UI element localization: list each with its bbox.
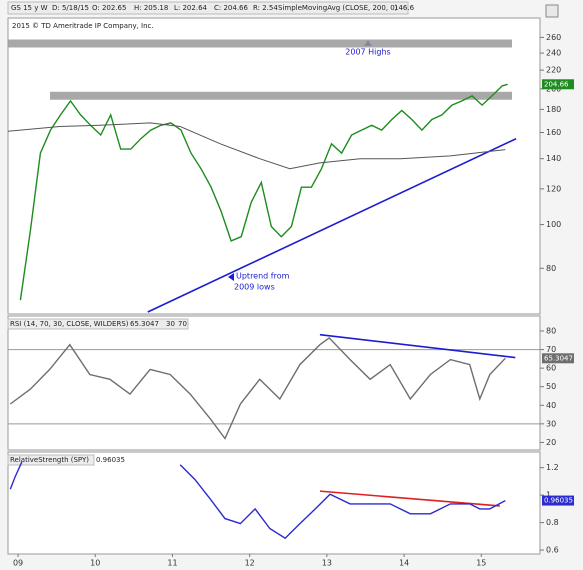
trend-line bbox=[147, 137, 517, 313]
y-tick-label: 80 bbox=[546, 327, 556, 336]
y-tick-label: 0.6 bbox=[546, 546, 559, 555]
sma-label: SimpleMovingAvg (CLOSE, 200, 0) bbox=[278, 4, 398, 12]
rsi-panel bbox=[7, 315, 541, 451]
high: H: 205.18 bbox=[134, 4, 168, 12]
symbol: GS 15 y W bbox=[11, 4, 48, 12]
rsi-value: 65.3047 bbox=[130, 320, 159, 328]
current-value-box bbox=[542, 79, 574, 90]
y-tick-label: 1 bbox=[546, 491, 551, 500]
annotation: 2009 lows bbox=[234, 283, 275, 292]
x-tick-label: 11 bbox=[167, 559, 177, 568]
current-value-label: 65.3047 bbox=[544, 354, 573, 362]
low: L: 202.64 bbox=[174, 4, 208, 12]
open: O: 202.65 bbox=[92, 4, 126, 12]
current-value-box bbox=[542, 353, 574, 364]
annotation: 2007 Highs bbox=[345, 48, 390, 57]
header-strip bbox=[7, 1, 409, 15]
x-tick-label: 14 bbox=[399, 559, 409, 568]
date: D: 5/18/15 bbox=[52, 4, 89, 12]
series-line bbox=[9, 336, 506, 440]
y-tick-label: 0.8 bbox=[546, 518, 559, 527]
close: C: 204.66 bbox=[214, 4, 249, 12]
y-tick-label: 220 bbox=[546, 66, 561, 75]
y-tick-label: 70 bbox=[546, 345, 556, 354]
rs-panel bbox=[7, 451, 541, 555]
x-tick-label: 09 bbox=[13, 559, 23, 568]
y-tick-label: 260 bbox=[546, 33, 561, 42]
y-tick-label: 80 bbox=[546, 264, 556, 273]
series-line bbox=[9, 461, 506, 540]
rs-value: 0.96035 bbox=[96, 456, 125, 464]
x-tick-label: 15 bbox=[476, 559, 486, 568]
y-tick-label: 240 bbox=[546, 49, 561, 58]
x-tick-label: 10 bbox=[90, 559, 100, 568]
rsi-title: RSI (14, 70, 30, CLOSE, WILDERS) bbox=[10, 320, 129, 328]
annotation: Uptrend from bbox=[236, 272, 290, 281]
x-tick-label: 12 bbox=[245, 559, 255, 568]
series-line bbox=[19, 83, 508, 301]
trend-line bbox=[319, 333, 516, 359]
range: R: 2.54 bbox=[253, 4, 278, 12]
y-tick-label: 60 bbox=[546, 364, 556, 373]
y-tick-label: 50 bbox=[546, 382, 556, 391]
sma-value: 146.6 bbox=[394, 4, 415, 12]
y-tick-label: 1.2 bbox=[546, 463, 559, 472]
annotation-arrow bbox=[228, 273, 234, 281]
y-tick-label: 120 bbox=[546, 184, 561, 193]
window-icon[interactable] bbox=[545, 4, 559, 18]
current-value-label: 204.66 bbox=[544, 80, 569, 88]
rsi-level: 70 bbox=[178, 320, 187, 328]
y-tick-label: 140 bbox=[546, 154, 561, 163]
rsi-header-box bbox=[7, 318, 189, 330]
series-line bbox=[7, 122, 506, 170]
rsi-level: 30 bbox=[166, 320, 175, 328]
current-value-box bbox=[542, 495, 574, 506]
y-tick-label: 100 bbox=[546, 220, 561, 229]
x-tick-label: 13 bbox=[322, 559, 332, 568]
rs-header-box bbox=[7, 454, 95, 466]
price-panel bbox=[7, 17, 541, 315]
y-tick-label: 40 bbox=[546, 401, 556, 410]
y-tick-label: 30 bbox=[546, 419, 556, 428]
rs-title: RelativeStrength (SPY) bbox=[10, 456, 89, 464]
watermark: 2015 © TD Ameritrade IP Company, Inc. bbox=[12, 22, 154, 30]
y-tick-label: 160 bbox=[546, 128, 561, 137]
y-tick-label: 180 bbox=[546, 105, 561, 114]
current-value-label: 0.96035 bbox=[544, 497, 573, 505]
y-tick-label: 20 bbox=[546, 438, 556, 447]
